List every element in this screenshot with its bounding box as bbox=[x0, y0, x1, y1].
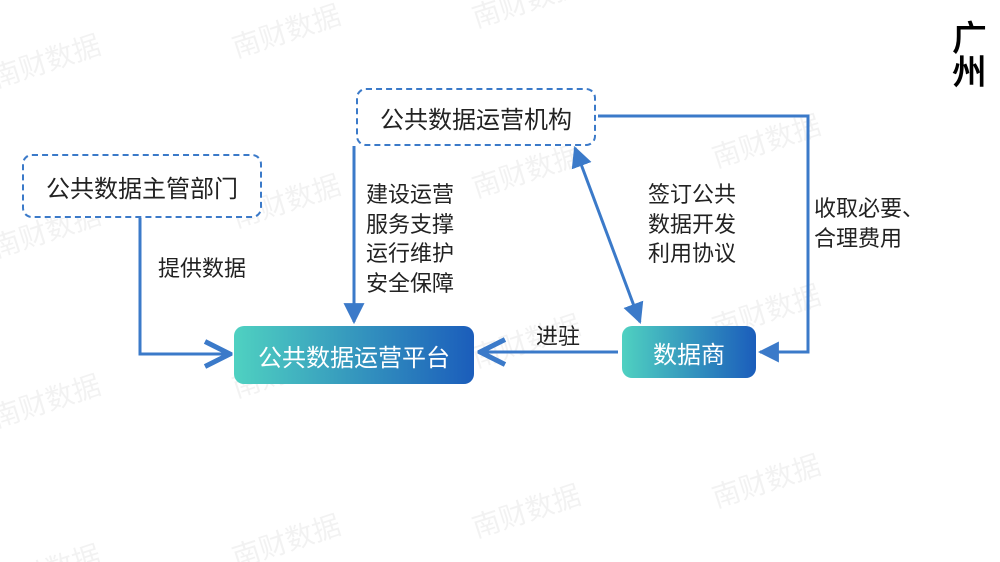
label-collect-fee: 收取必要、 合理费用 bbox=[814, 194, 924, 253]
node-authority-label: 公共数据主管部门 bbox=[46, 169, 238, 204]
label-sign-agreement: 签订公共 数据开发 利用协议 bbox=[648, 180, 736, 269]
watermark: 南财数据 bbox=[467, 474, 586, 547]
watermark: 南财数据 bbox=[227, 0, 346, 66]
label-provide-data: 提供数据 bbox=[158, 254, 246, 284]
label-enter: 进驻 bbox=[536, 322, 580, 352]
watermark: 南财数据 bbox=[707, 104, 826, 177]
watermark: 南财数据 bbox=[0, 24, 105, 97]
node-authority: 公共数据主管部门 bbox=[22, 154, 262, 218]
node-platform: 公共数据运营平台 bbox=[234, 326, 474, 384]
edge-operator_vendor_double bbox=[575, 148, 640, 322]
watermark: 南财数据 bbox=[707, 444, 826, 517]
watermark: 南财数据 bbox=[707, 0, 826, 6]
edges-layer bbox=[0, 0, 1000, 562]
watermark: 南财数据 bbox=[0, 364, 105, 437]
label-build-ops: 建设运营 服务支撑 运行维护 安全保障 bbox=[366, 180, 454, 299]
page-title: 广州 bbox=[947, 20, 984, 88]
watermark: 南财数据 bbox=[227, 504, 346, 562]
node-vendor: 数据商 bbox=[622, 326, 756, 378]
watermark: 南财数据 bbox=[0, 534, 105, 562]
watermark: 南财数据 bbox=[467, 0, 586, 36]
node-operator-label: 公共数据运营机构 bbox=[380, 100, 572, 135]
node-platform-label: 公共数据运营平台 bbox=[258, 338, 450, 373]
edge-authority_to_platform bbox=[140, 218, 230, 354]
node-vendor-label: 数据商 bbox=[653, 335, 725, 370]
node-operator: 公共数据运营机构 bbox=[356, 88, 596, 146]
